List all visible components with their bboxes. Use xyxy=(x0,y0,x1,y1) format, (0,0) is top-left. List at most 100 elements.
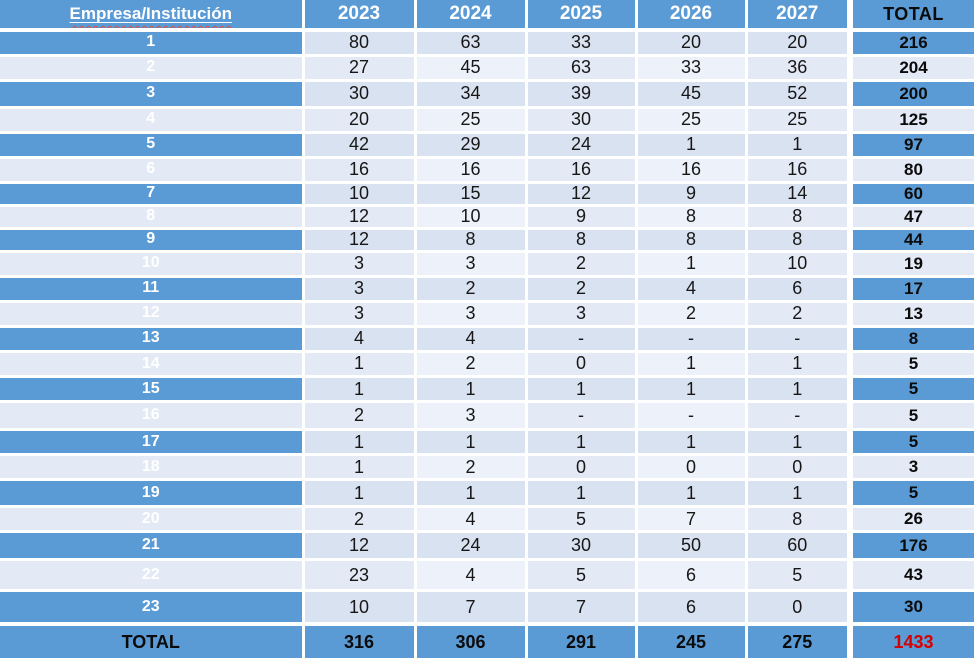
table-row: 1 80 63 33 20 20 216 xyxy=(0,30,974,57)
cell-2026: 8 xyxy=(636,228,748,253)
row-total: 125 xyxy=(847,107,974,134)
row-label: 8 xyxy=(0,205,305,230)
cell-2026: 1 xyxy=(636,376,748,403)
cell-2027: 2 xyxy=(746,301,852,328)
cell-2027: 1 xyxy=(746,429,852,457)
cell-2025: 2 xyxy=(526,276,638,303)
footer-total-label: TOTAL xyxy=(0,622,305,658)
cell-2027: 8 xyxy=(746,228,852,253)
cell-2023: 20 xyxy=(303,107,417,134)
footer-total-2027: 275 xyxy=(746,622,852,658)
cell-2027: 60 xyxy=(746,531,852,562)
header-2025: 2025 xyxy=(526,0,638,32)
table-row: 7 10 15 12 9 14 60 xyxy=(0,182,974,207)
cell-2024: 24 xyxy=(415,531,528,562)
cell-2027: 1 xyxy=(746,479,852,509)
cell-2024: 3 xyxy=(415,401,528,432)
cell-2027: 6 xyxy=(746,276,852,303)
row-label: 19 xyxy=(0,479,305,509)
cell-2026: 1 xyxy=(636,429,748,457)
row-label: 13 xyxy=(0,326,305,353)
table-row: 21 12 24 30 50 60 176 xyxy=(0,531,974,562)
cell-2025: 9 xyxy=(526,205,638,230)
table-row: 18 1 2 0 0 0 3 xyxy=(0,454,974,482)
cell-2027: 14 xyxy=(746,182,852,207)
cell-2027: 36 xyxy=(746,55,852,82)
row-label: 15 xyxy=(0,376,305,403)
cell-2026: 2 xyxy=(636,301,748,328)
cell-2023: 1 xyxy=(303,454,417,482)
row-label: 16 xyxy=(0,401,305,432)
header-2026: 2026 xyxy=(636,0,748,32)
cell-2024: 4 xyxy=(415,326,528,353)
cell-2024: 2 xyxy=(415,276,528,303)
cell-2027: 8 xyxy=(746,205,852,230)
cell-2026: 1 xyxy=(636,132,748,159)
table-row: 12 3 3 3 2 2 13 xyxy=(0,301,974,328)
cell-2027: 52 xyxy=(746,80,852,109)
row-label: 14 xyxy=(0,351,305,378)
cell-2023: 3 xyxy=(303,251,417,278)
footer-total-2023: 316 xyxy=(303,622,417,658)
cell-2025: 1 xyxy=(526,376,638,403)
header-total: TOTAL xyxy=(847,0,974,32)
header-2024: 2024 xyxy=(415,0,528,32)
cell-2026: 33 xyxy=(636,55,748,82)
cell-2024: 34 xyxy=(415,80,528,109)
row-label: 22 xyxy=(0,559,305,593)
cell-2026: - xyxy=(636,326,748,353)
table-row: 4 20 25 30 25 25 125 xyxy=(0,107,974,134)
cell-2023: 80 xyxy=(303,30,417,57)
row-label: 7 xyxy=(0,182,305,207)
table-row: 13 4 4 - - - 8 xyxy=(0,326,974,353)
cell-2025: 2 xyxy=(526,251,638,278)
cell-2024: 8 xyxy=(415,228,528,253)
cell-2025: 0 xyxy=(526,351,638,378)
row-total: 60 xyxy=(847,182,974,207)
table-header: Empresa/Institución 2023 2024 2025 2026 … xyxy=(0,0,974,32)
cell-2023: 2 xyxy=(303,401,417,432)
cell-2027: - xyxy=(746,401,852,432)
cell-2023: 27 xyxy=(303,55,417,82)
row-label: 20 xyxy=(0,506,305,534)
cell-2024: 16 xyxy=(415,157,528,184)
header-2027: 2027 xyxy=(746,0,852,32)
cell-2023: 10 xyxy=(303,590,417,626)
cell-2027: 16 xyxy=(746,157,852,184)
header-2023: 2023 xyxy=(303,0,417,32)
cell-2025: 24 xyxy=(526,132,638,159)
cell-2026: 6 xyxy=(636,559,748,593)
cell-2024: 2 xyxy=(415,454,528,482)
cell-2027: - xyxy=(746,326,852,353)
cell-2026: - xyxy=(636,401,748,432)
cell-2023: 30 xyxy=(303,80,417,109)
table-row: 14 1 2 0 1 1 5 xyxy=(0,351,974,378)
row-label: 4 xyxy=(0,107,305,134)
cell-2026: 45 xyxy=(636,80,748,109)
cell-2023: 4 xyxy=(303,326,417,353)
cell-2026: 4 xyxy=(636,276,748,303)
table-row: 10 3 3 2 1 10 19 xyxy=(0,251,974,278)
row-total: 5 xyxy=(847,429,974,457)
cell-2025: 30 xyxy=(526,531,638,562)
footer-total-2024: 306 xyxy=(415,622,528,658)
cell-2025: 30 xyxy=(526,107,638,134)
row-label: 9 xyxy=(0,228,305,253)
cell-2025: 12 xyxy=(526,182,638,207)
table-row: 20 2 4 5 7 8 26 xyxy=(0,506,974,534)
row-label: 1 xyxy=(0,30,305,57)
row-label: 18 xyxy=(0,454,305,482)
cell-2023: 23 xyxy=(303,559,417,593)
row-total: 204 xyxy=(847,55,974,82)
cell-2024: 2 xyxy=(415,351,528,378)
table-row: 9 12 8 8 8 8 44 xyxy=(0,228,974,253)
cell-2027: 1 xyxy=(746,132,852,159)
header-empresa-label: Empresa/Institución xyxy=(69,4,232,24)
row-total: 44 xyxy=(847,228,974,253)
row-label: 21 xyxy=(0,531,305,562)
table-row: 23 10 7 7 6 0 30 xyxy=(0,590,974,626)
row-label: 10 xyxy=(0,251,305,278)
cell-2024: 3 xyxy=(415,251,528,278)
row-total: 5 xyxy=(847,376,974,403)
row-total: 5 xyxy=(847,401,974,432)
